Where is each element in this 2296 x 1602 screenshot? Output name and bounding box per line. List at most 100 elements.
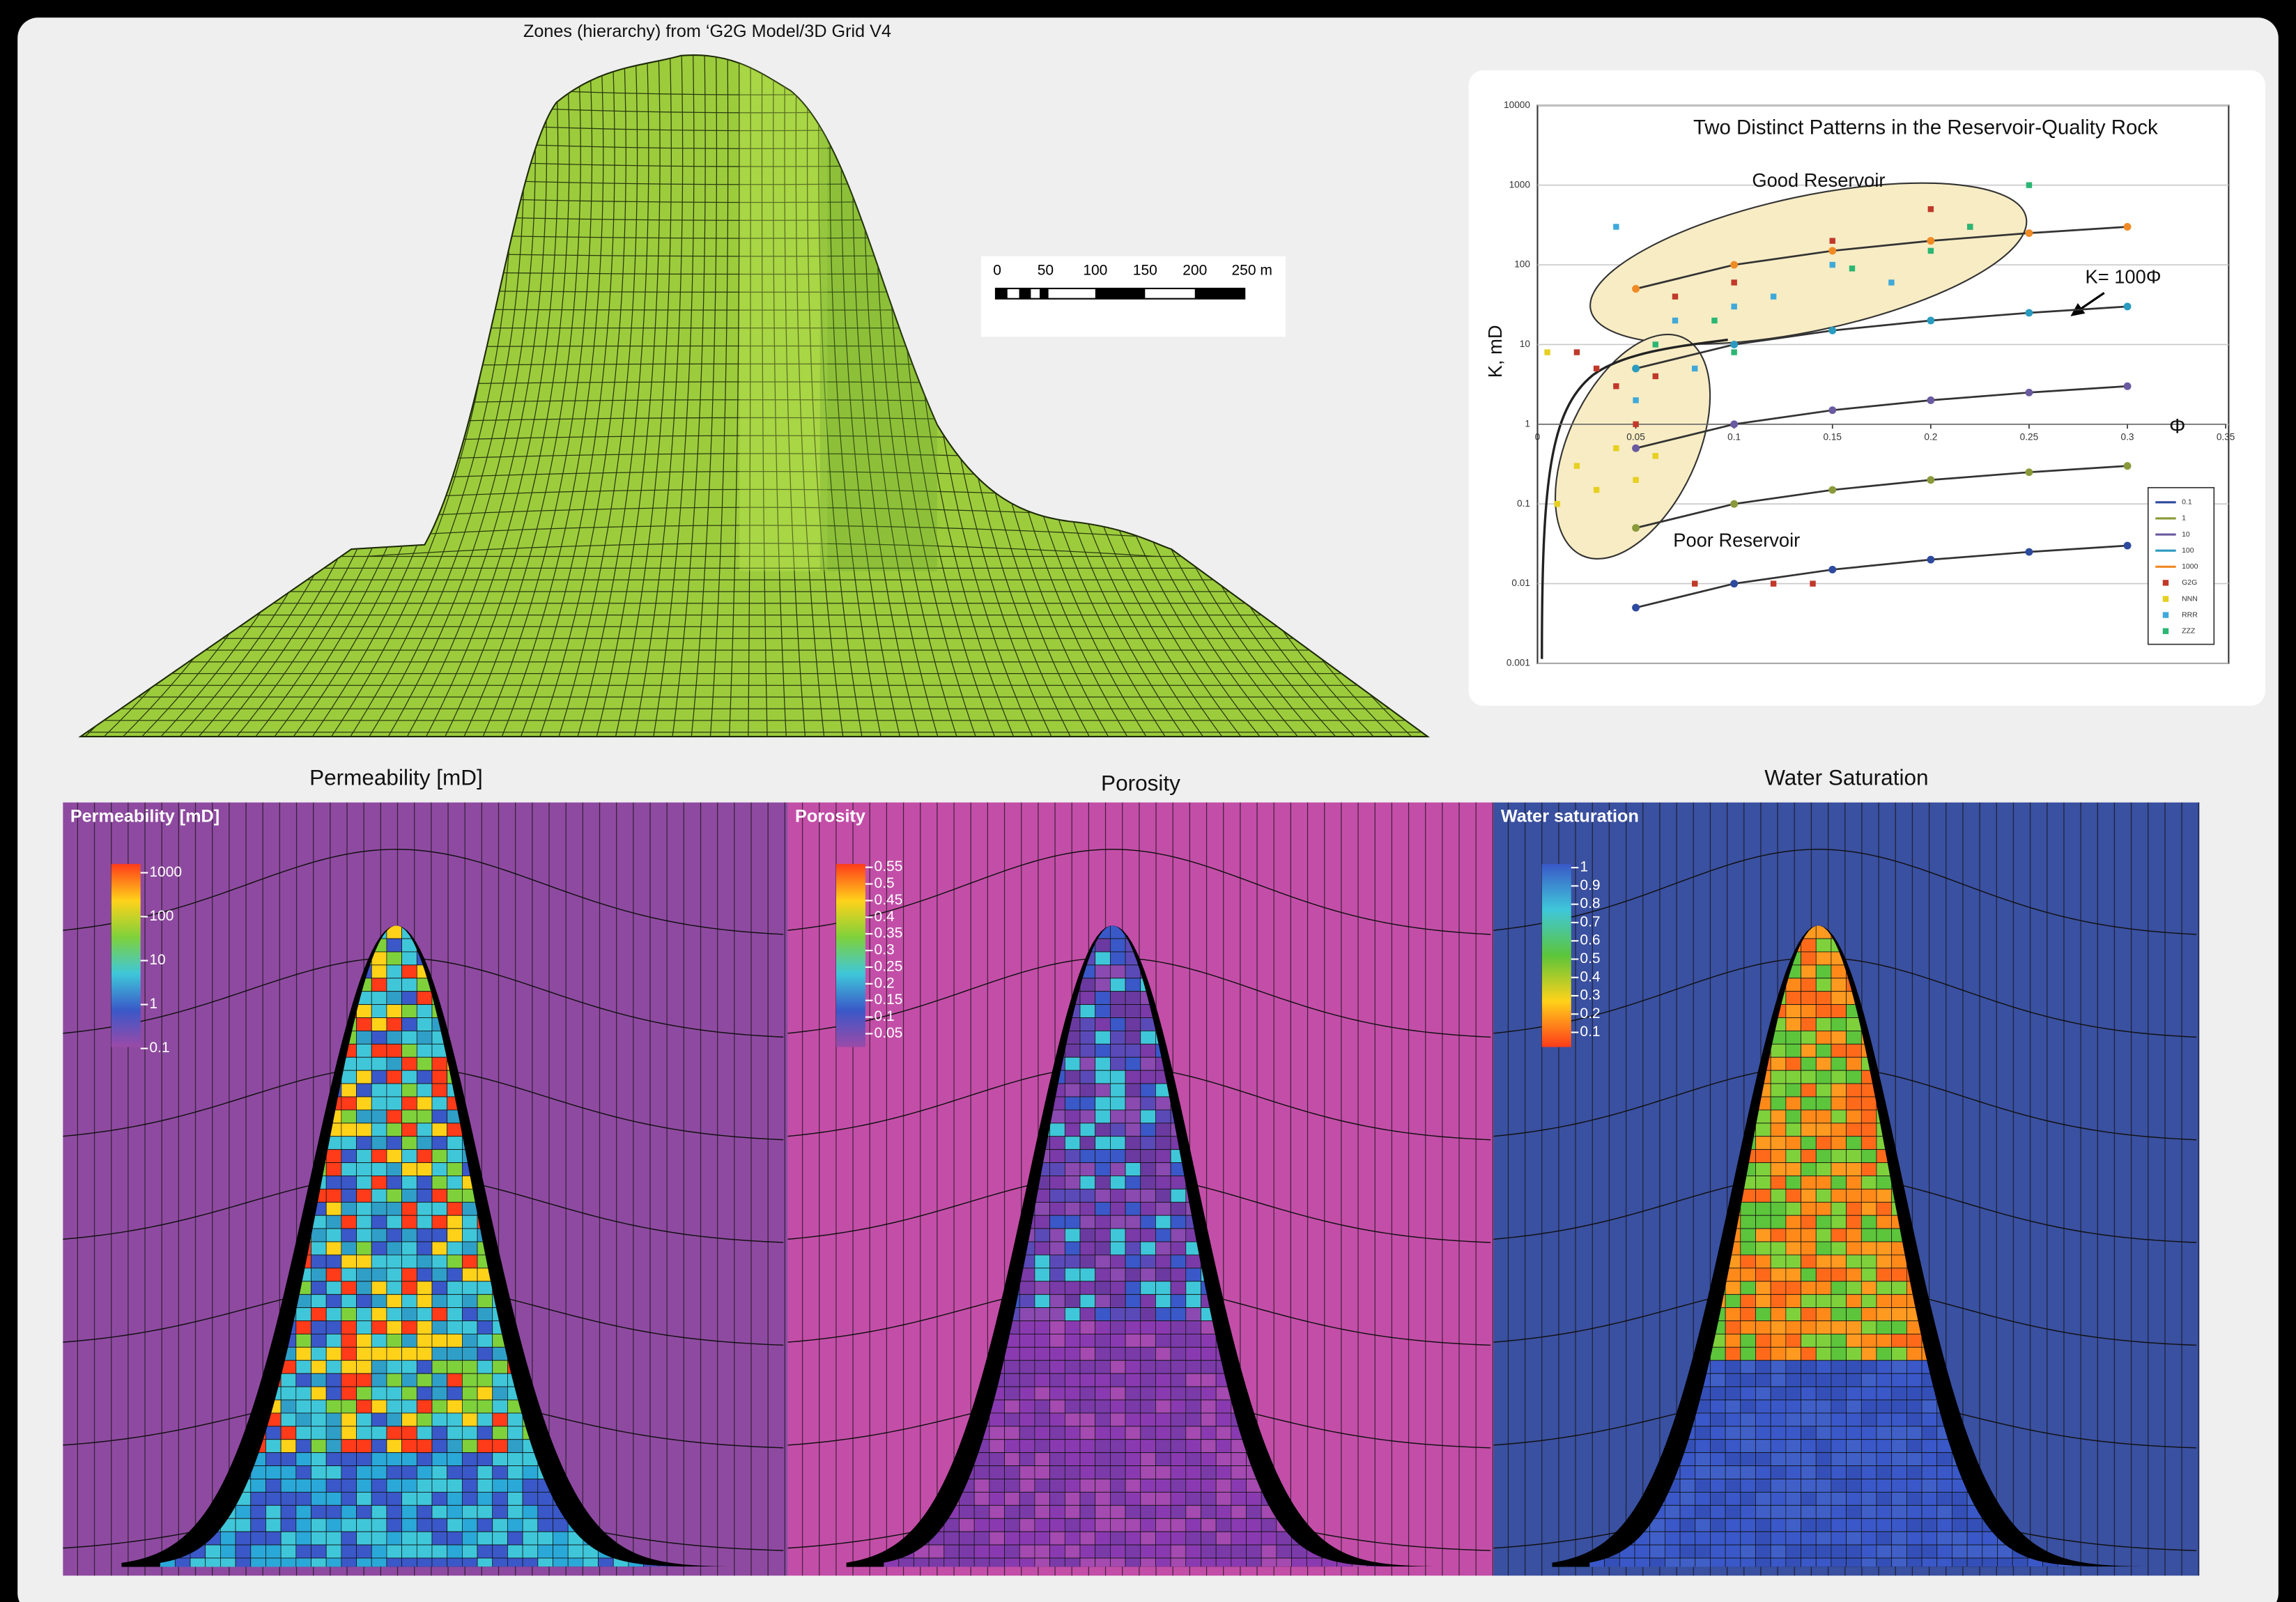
colorbar-label: 0.55 [875,858,903,875]
cell [296,1518,311,1532]
cell [1080,1150,1095,1163]
cell [1110,1229,1125,1242]
cell [1186,1295,1201,1308]
cell [1741,1229,1756,1242]
cell [296,1400,311,1413]
cell [1201,1347,1216,1360]
cell [311,1505,327,1518]
cell [1877,1176,1892,1189]
cell [1110,1295,1125,1308]
cell [1035,1347,1050,1360]
scatter-point [1613,224,1619,229]
cell [357,1031,372,1044]
mesh-shade [739,44,827,571]
cell [311,1492,327,1505]
cell [402,1295,417,1308]
cell [417,1426,432,1440]
cell [311,1453,327,1466]
cell [387,1400,402,1413]
cell [341,1097,357,1110]
cell [493,1400,508,1413]
x-tick-label: 0.2 [1924,431,1937,442]
cell [1050,1150,1065,1163]
cell [1786,1202,1801,1215]
cell [1080,1137,1095,1150]
scatter-point [1810,580,1815,586]
cell [1019,1281,1035,1295]
cell [1095,1255,1111,1268]
cell [1786,1044,1801,1057]
cell [1125,1189,1141,1202]
cell [1005,1466,1020,1479]
cell [371,1453,387,1466]
cell [1005,1413,1020,1426]
cell [357,1532,372,1545]
cell [402,992,417,1005]
cell [1831,992,1847,1005]
page: { "model": {"title": "Zones (hierarchy) … [0,0,2296,1602]
cell [1080,1229,1095,1242]
cell [1801,1255,1817,1268]
cell [568,1545,583,1558]
cell [1095,1189,1111,1202]
cell [462,1466,477,1479]
cell [1110,1163,1125,1176]
cell [357,1255,372,1268]
cell [1050,1308,1065,1321]
cell [417,1137,432,1150]
cell [1141,1532,1156,1545]
colorbar-label: 0.15 [875,992,903,1008]
scatter-point [1544,349,1550,355]
cell [1216,1518,1231,1532]
cell [1186,1360,1201,1373]
cell [387,1123,402,1137]
cell [1065,1097,1080,1110]
cell [371,978,387,992]
cell [402,1453,417,1466]
cell [341,1400,357,1413]
cell [538,1492,553,1505]
cell [387,1453,402,1466]
cell [1110,1202,1125,1215]
cell [1095,1110,1111,1123]
cell [1847,1163,1862,1176]
cell [1155,1492,1171,1505]
cell [357,1492,372,1505]
cell [432,1215,447,1229]
scatter-point [1672,318,1678,323]
cell [417,1057,432,1070]
cell [1050,1242,1065,1255]
y-tick-label: 1000 [1509,179,1531,190]
cell [1847,1084,1862,1097]
cell [341,1545,357,1558]
cell [1125,992,1141,1005]
cell [281,1545,296,1558]
cell [1155,1360,1171,1373]
cell [1125,1479,1141,1492]
cell [1065,1176,1080,1189]
cell [1201,1466,1216,1479]
cell [1171,1347,1186,1360]
cell [462,1505,477,1518]
scatter-point [1594,487,1599,493]
cell [417,1413,432,1426]
cell [311,1281,327,1295]
cell [432,1057,447,1070]
cell [432,1545,447,1558]
cell [341,1453,357,1466]
cell [1847,1176,1862,1189]
cell [1110,1321,1125,1334]
cell [341,1334,357,1347]
cell [1801,965,1817,978]
cell [462,1400,477,1413]
cell [311,1295,327,1308]
cell [1786,1123,1801,1137]
cell [1771,1057,1786,1070]
cell [1050,1479,1065,1492]
cell [1847,1097,1862,1110]
cell [1035,1242,1050,1255]
cell [1171,1176,1186,1189]
cell [1125,1347,1141,1360]
cell [1095,1308,1111,1321]
cell [1065,1255,1080,1268]
